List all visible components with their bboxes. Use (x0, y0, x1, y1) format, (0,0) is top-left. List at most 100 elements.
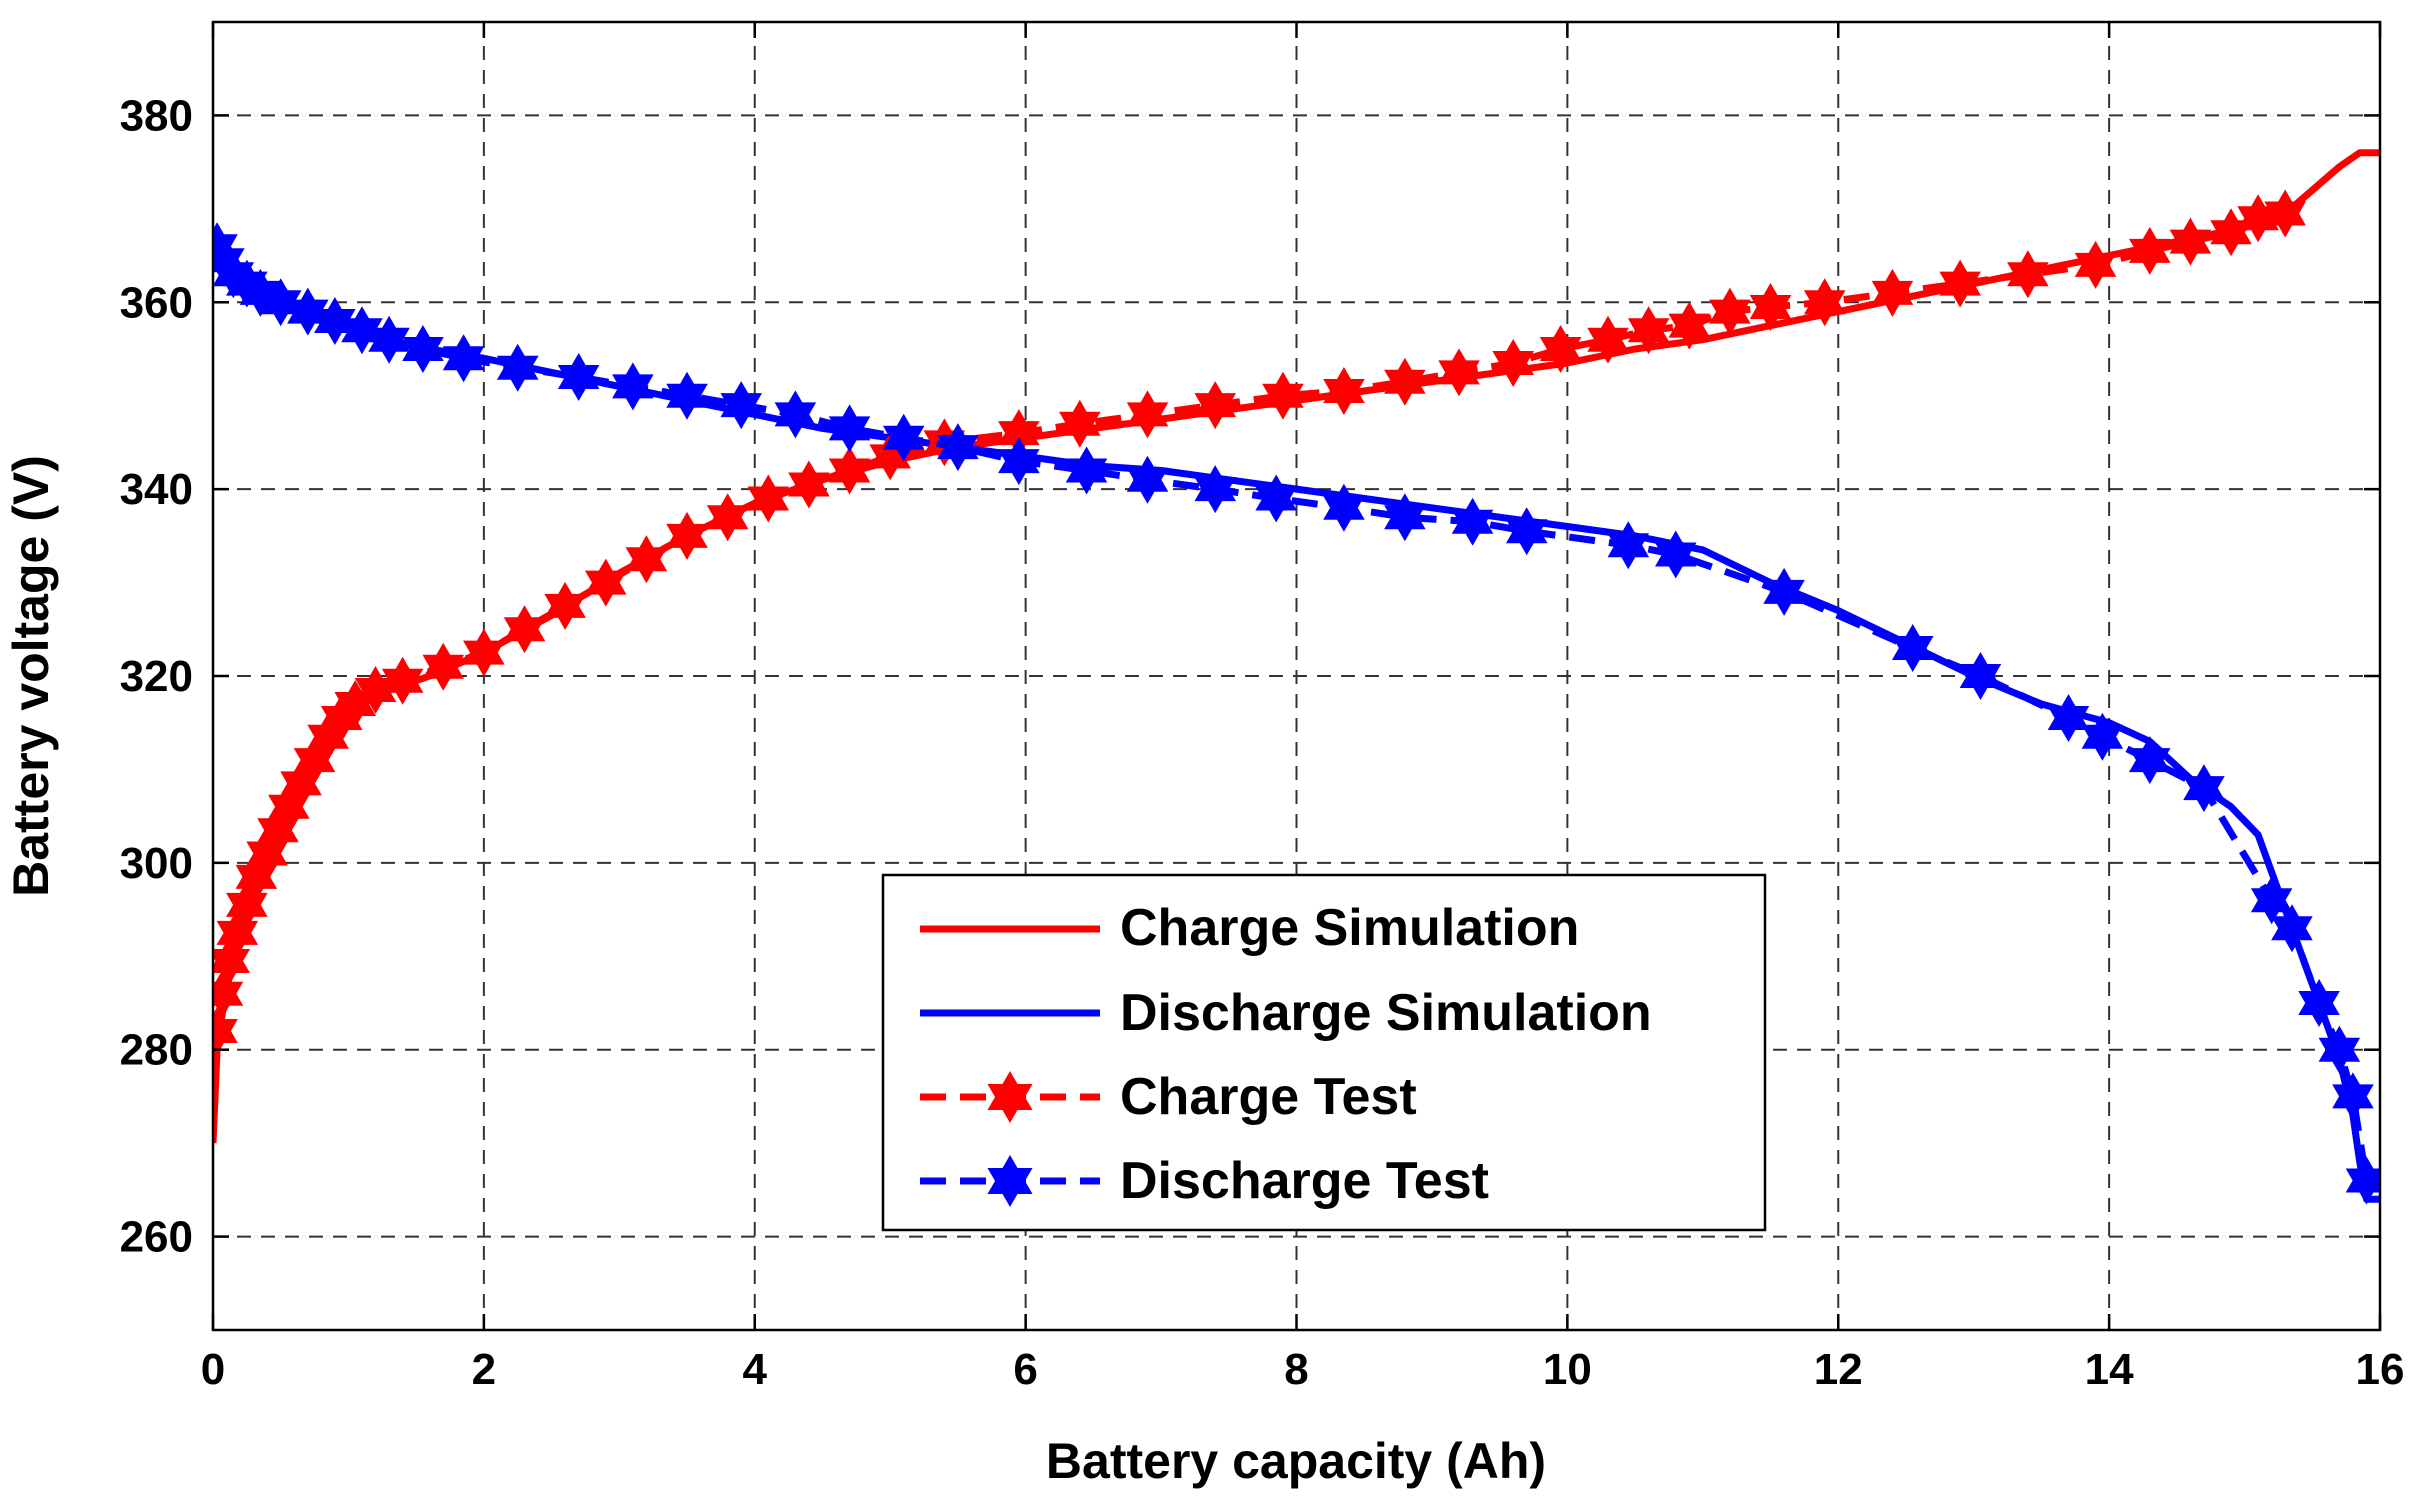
data-point-discharge-test (442, 334, 485, 383)
data-point-charge-test (1194, 381, 1237, 430)
data-point-charge-test (584, 558, 627, 607)
data-point-charge-test (2169, 217, 2212, 266)
y-tick-label: 320 (120, 652, 193, 701)
legend-label-discharge-simulation: Discharge Simulation (1120, 984, 1652, 1042)
legend-label-charge-simulation: Charge Simulation (1120, 899, 1579, 957)
data-point-discharge-test (2332, 1072, 2374, 1121)
data-point-discharge-test (402, 324, 444, 374)
data-point-charge-test (1262, 371, 1304, 420)
x-tick-label: 16 (2356, 1345, 2405, 1394)
data-point-discharge-test (937, 423, 979, 472)
data-point-discharge-test (2183, 764, 2225, 813)
data-point-charge-test (463, 628, 505, 677)
data-point-charge-test (1384, 357, 1426, 406)
data-point-discharge-test (2345, 1156, 2380, 1205)
data-point-discharge-test (774, 390, 817, 439)
y-tick-label: 280 (120, 1026, 193, 1075)
data-point-charge-test (213, 1006, 238, 1056)
data-point-charge-test (666, 511, 708, 560)
data-point-discharge-test (2271, 904, 2313, 953)
data-point-charge-test (2128, 226, 2171, 275)
legend-marker-charge-test (987, 1070, 1033, 1124)
data-point-charge-test (213, 969, 244, 1018)
data-point-discharge-test (1654, 530, 1697, 579)
data-point-discharge-test (882, 413, 925, 462)
data-point-charge-test (1749, 282, 1792, 332)
data-point-discharge-test (1384, 493, 1426, 542)
data-point-charge-test (1871, 268, 1914, 317)
data-point-discharge-test (287, 287, 329, 336)
data-point-charge-test (1627, 306, 1670, 355)
data-point-discharge-test (2298, 978, 2340, 1028)
y-axis-title: Battery voltage (V) (3, 455, 59, 897)
x-tick-label: 10 (1543, 1345, 1592, 1394)
data-point-charge-test (1323, 366, 1365, 416)
data-point-discharge-test (1323, 483, 1365, 532)
data-point-charge-test (544, 581, 586, 630)
legend: Charge Simulation Discharge Simulation C… (881, 873, 1767, 1232)
data-point-discharge-test (2250, 876, 2293, 925)
data-point-discharge-test (496, 343, 539, 392)
y-tick-label: 340 (120, 465, 193, 514)
data-point-discharge-test (1607, 521, 1650, 570)
data-point-discharge-test (314, 296, 356, 346)
data-point-discharge-test (1255, 474, 1297, 523)
data-point-charge-test (1587, 315, 1629, 364)
legend-label-discharge-test: Discharge Test (1120, 1152, 1489, 1210)
data-point-charge-test (1709, 287, 1751, 336)
data-point-discharge-test (666, 371, 708, 420)
data-point-charge-test (2007, 250, 2049, 299)
x-tick-label: 4 (743, 1345, 768, 1394)
data-point-charge-test (503, 605, 546, 654)
data-point-charge-test (381, 656, 424, 705)
x-tick-label: 14 (2085, 1345, 2134, 1394)
data-point-discharge-test (1451, 497, 1494, 546)
data-point-discharge-test (368, 315, 410, 364)
data-point-charge-test (788, 460, 830, 509)
data-point-charge-test (1058, 399, 1101, 448)
data-point-discharge-test (1065, 446, 1108, 495)
axis-ticks: 0 2 4 6 8 10 12 14 16 260 280 300 320 340 360 380 (120, 22, 2405, 1394)
x-tick-label: 12 (1814, 1345, 1863, 1394)
data-point-charge-test (747, 474, 790, 523)
data-point-discharge-test (1891, 623, 1934, 673)
data-point-charge-test (1803, 278, 1846, 327)
data-point-discharge-test (1194, 465, 1237, 514)
data-point-discharge-test (2318, 1025, 2361, 1074)
data-point-discharge-test (1126, 455, 1169, 504)
data-point-discharge-test (828, 404, 871, 453)
data-point-discharge-test (612, 362, 654, 411)
data-point-charge-test (1438, 348, 1480, 397)
data-point-charge-test (1126, 390, 1169, 439)
data-point-charge-test (1492, 338, 1535, 388)
legend-marker-discharge-test (987, 1154, 1033, 1208)
data-point-discharge-test (1505, 507, 1548, 556)
legend-label-charge-test: Charge Test (1120, 1068, 1417, 1126)
data-point-charge-test (1668, 301, 1711, 350)
data-point-discharge-test (259, 278, 302, 327)
data-point-discharge-test (720, 381, 763, 430)
data-point-charge-test (706, 493, 749, 542)
y-tick-label: 360 (120, 278, 193, 327)
data-point-discharge-test (1959, 651, 2002, 701)
x-axis-title: Battery capacity (Ah) (1046, 1433, 1546, 1489)
y-tick-label: 380 (120, 91, 193, 140)
series-group (213, 149, 2380, 1205)
x-tick-label: 8 (1284, 1345, 1308, 1394)
data-point-discharge-test (1763, 567, 1805, 616)
data-point-discharge-test (998, 437, 1040, 486)
data-point-charge-test (1939, 259, 1981, 308)
x-tick-label: 0 (201, 1345, 225, 1394)
data-point-discharge-test (2047, 693, 2090, 743)
data-point-charge-test (1539, 324, 1582, 374)
y-tick-label: 300 (120, 839, 193, 888)
data-point-discharge-test (2128, 736, 2171, 785)
data-point-discharge-test (557, 352, 600, 402)
data-point-charge-test (2074, 240, 2117, 289)
x-tick-label: 2 (472, 1345, 496, 1394)
y-tick-label: 260 (120, 1213, 193, 1262)
data-point-charge-test (422, 642, 465, 691)
